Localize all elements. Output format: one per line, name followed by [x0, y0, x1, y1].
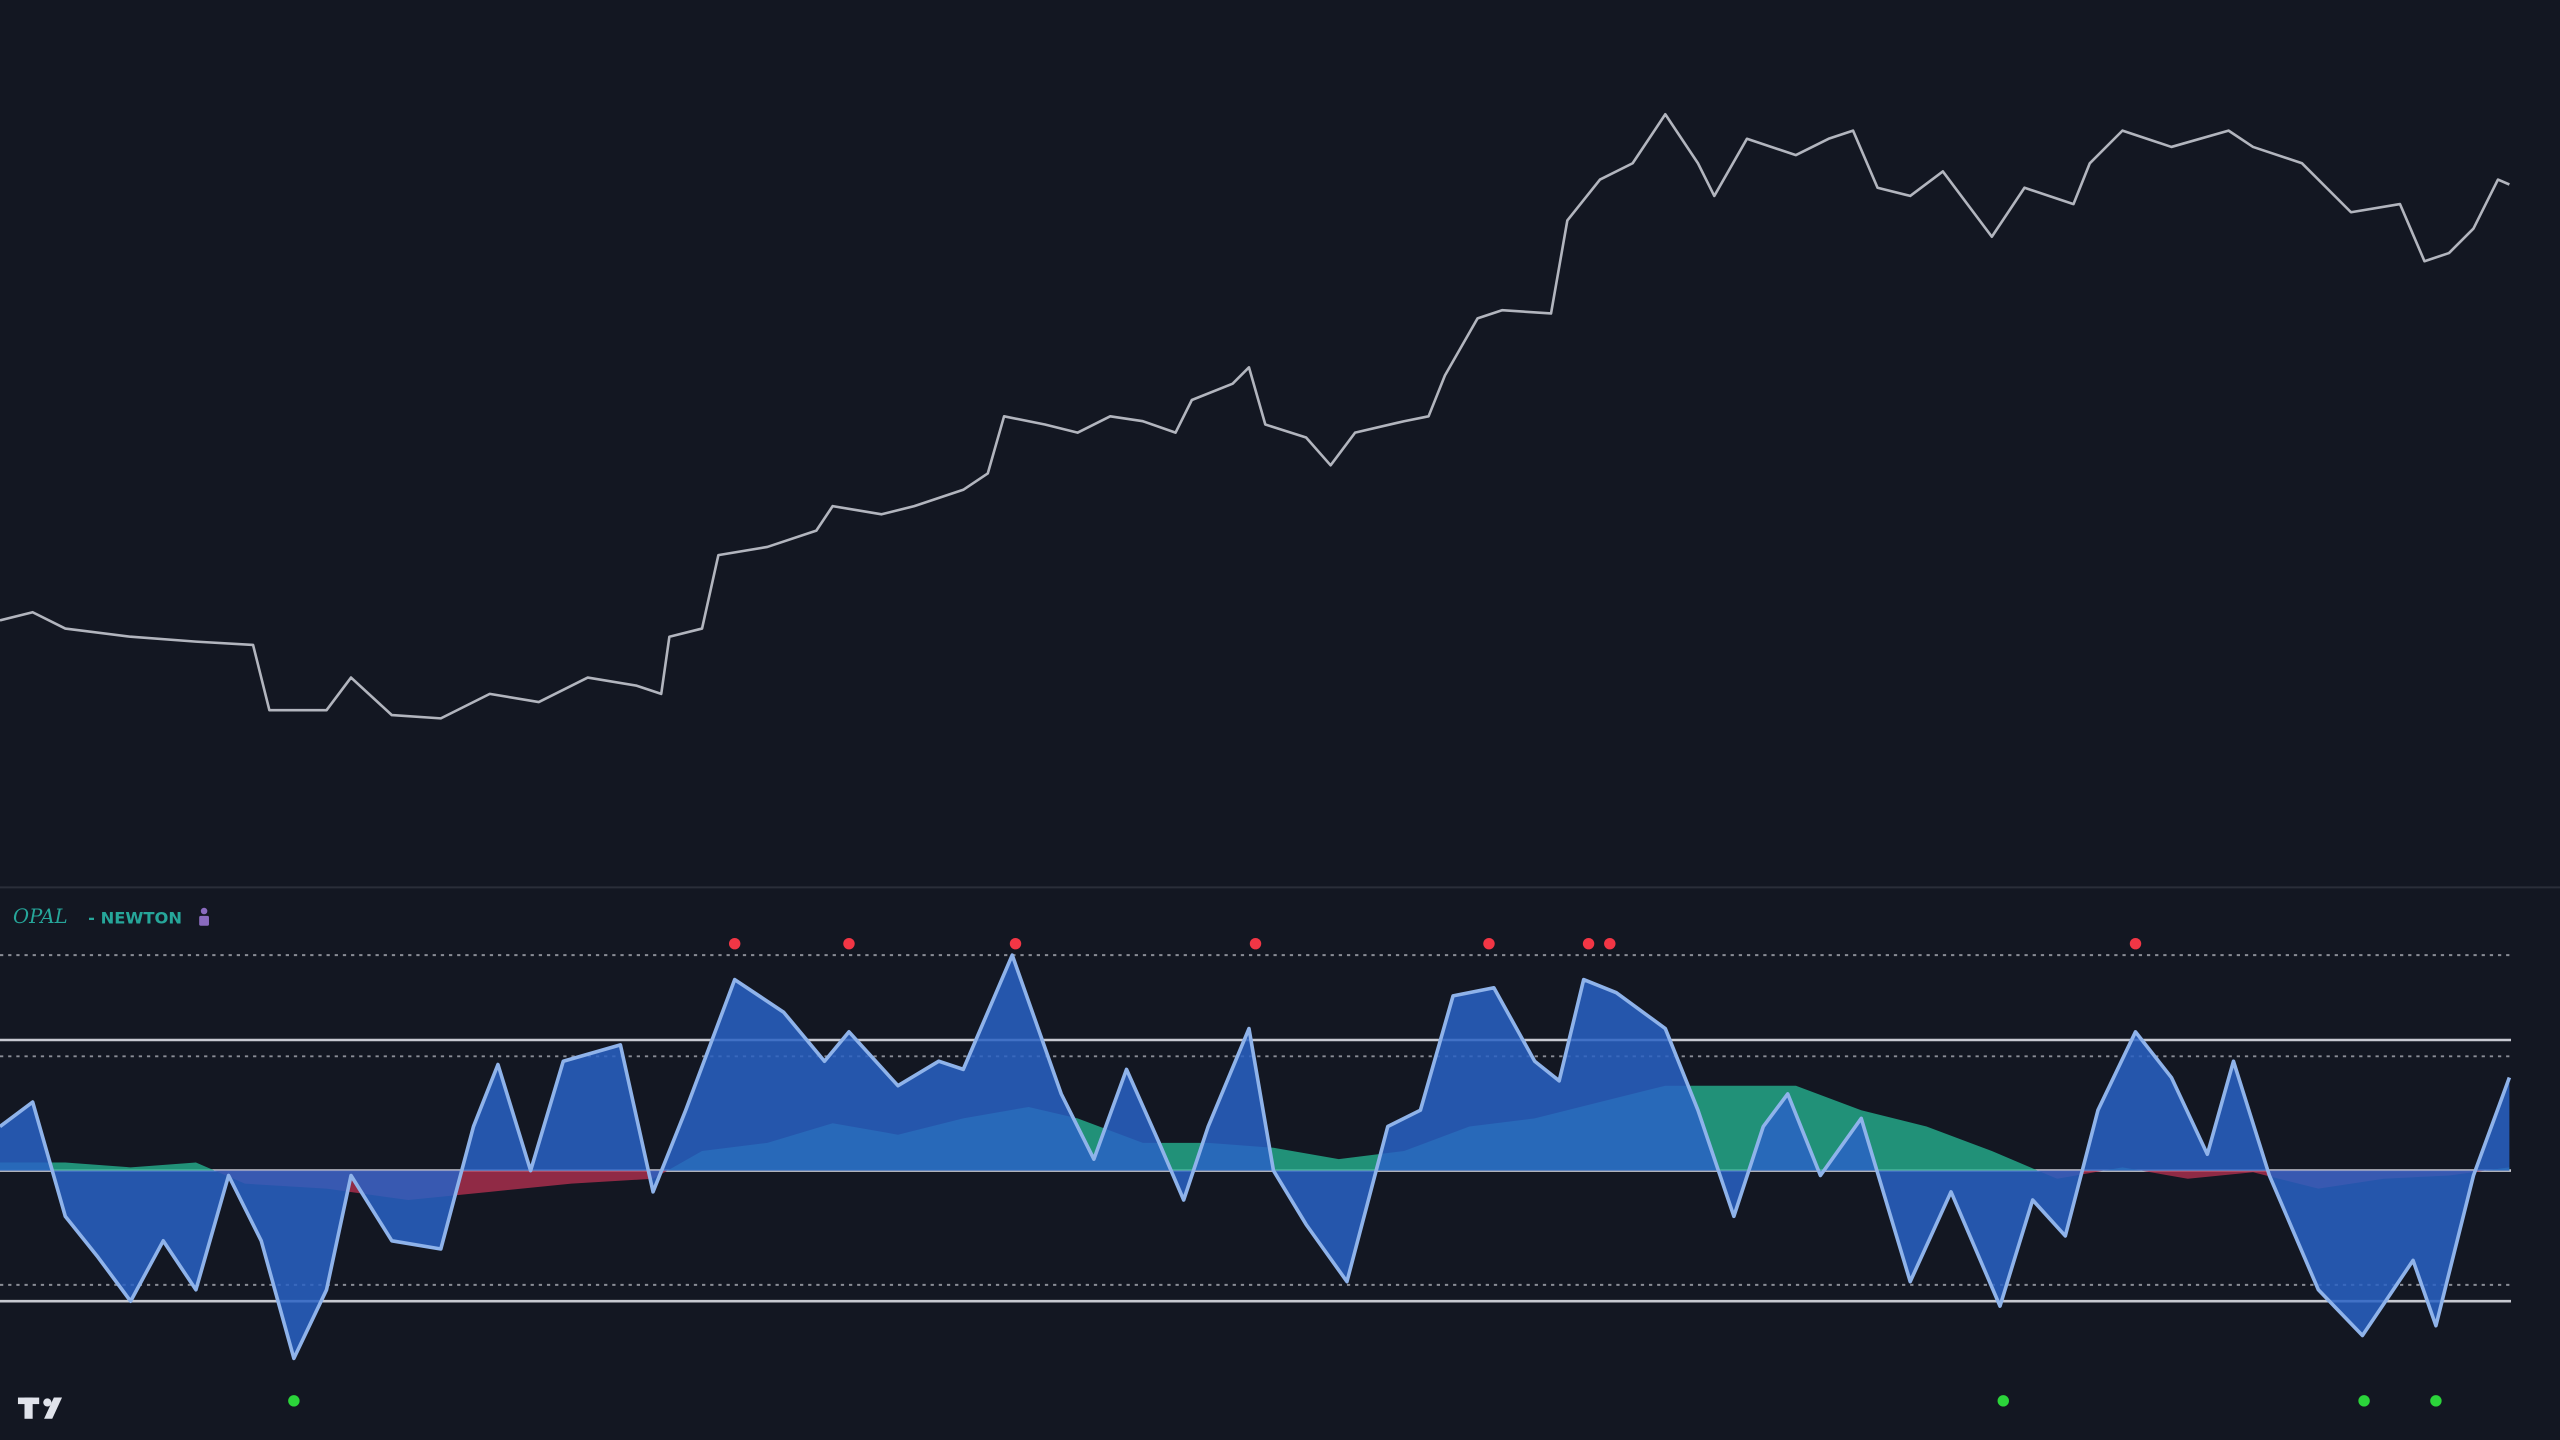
- momentum-area: [0, 1170, 2510, 1200]
- indicator-icon: [199, 907, 209, 926]
- signal-dot: [2430, 1395, 2442, 1407]
- signal-dot: [1582, 937, 1595, 950]
- signal-dot: [728, 937, 741, 950]
- oscillator-line: [0, 953, 2512, 1361]
- signal-dot: [1604, 937, 1616, 950]
- price-pane: [0, 112, 2510, 720]
- price-line: [0, 112, 2510, 720]
- signal-dot: [1997, 1395, 2009, 1407]
- indicator-name: OPAL: [13, 905, 68, 928]
- oscillator-area: [0, 955, 2510, 1359]
- signal-dot: [1483, 937, 1495, 950]
- signal-dot: [288, 1395, 300, 1407]
- signal-dot: [2358, 1395, 2370, 1407]
- signal-dot: [1009, 937, 1022, 950]
- signal-dot: [1249, 937, 1262, 950]
- indicator-mode: - NEWTON: [88, 909, 182, 928]
- signal-dot: [843, 937, 855, 950]
- oscillator-pane: [0, 937, 2512, 1407]
- momentum-area: [0, 1085, 2510, 1171]
- tradingview-logo: [17, 1397, 63, 1419]
- signal-dot: [2129, 937, 2142, 950]
